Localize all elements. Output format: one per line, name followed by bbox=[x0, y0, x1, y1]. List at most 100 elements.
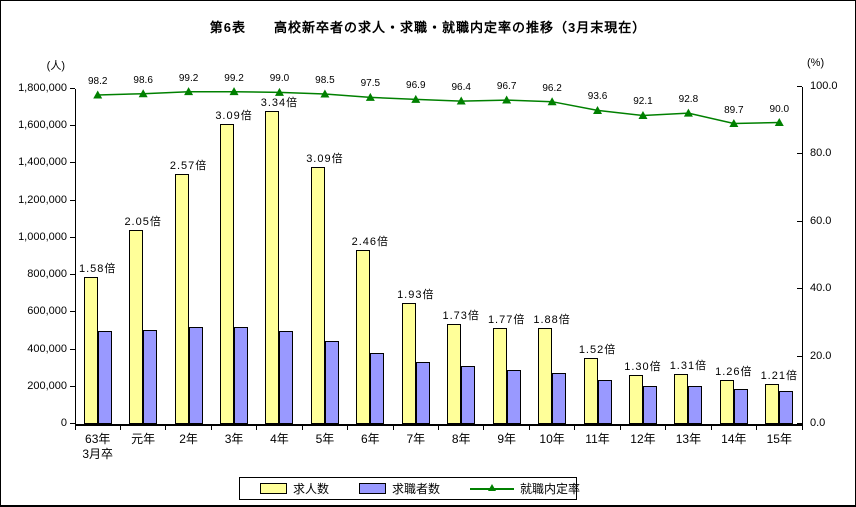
ratio-label: 1.93倍 bbox=[397, 289, 435, 301]
rate-line-sample bbox=[470, 483, 515, 495]
right-axis-tick-label: 40.0 bbox=[810, 282, 832, 295]
ratio-label: 1.30倍 bbox=[624, 361, 662, 373]
right-axis-line bbox=[802, 87, 803, 424]
bar-offers bbox=[401, 303, 416, 424]
bar-offers bbox=[265, 111, 280, 424]
x-axis-tick bbox=[74, 426, 76, 430]
x-axis-label: 7年 bbox=[406, 432, 426, 446]
x-axis-tick bbox=[392, 426, 394, 430]
ratio-label: 1.52倍 bbox=[578, 344, 617, 356]
bar-seekers bbox=[324, 341, 339, 424]
x-axis-tick bbox=[210, 426, 212, 430]
rate-marker bbox=[729, 119, 739, 128]
ratio-label: 1.31倍 bbox=[669, 360, 708, 372]
x-axis-tick bbox=[756, 426, 758, 430]
triangle-marker-icon bbox=[488, 483, 497, 491]
rate-point-label: 97.5 bbox=[360, 78, 381, 90]
x-axis-tick bbox=[801, 426, 803, 430]
left-axis-tick bbox=[70, 162, 75, 164]
bar-offers bbox=[310, 167, 325, 424]
bar-offers bbox=[356, 250, 371, 424]
right-axis-unit: (%) bbox=[807, 57, 825, 69]
bar-seekers bbox=[279, 331, 294, 424]
x-axis-tick bbox=[574, 426, 576, 430]
bar-seekers bbox=[234, 327, 249, 424]
left-axis-tick-label: 800,000 bbox=[27, 268, 67, 281]
rate-point-label: 96.9 bbox=[406, 80, 426, 92]
rate-point-label: 98.5 bbox=[315, 75, 335, 87]
rate-point-label: 92.1 bbox=[633, 96, 653, 108]
ratio-label: 2.05倍 bbox=[124, 216, 162, 228]
left-axis-tick-label: 200,000 bbox=[27, 379, 67, 392]
left-axis-tick bbox=[70, 274, 75, 276]
ratio-label: 1.26倍 bbox=[715, 366, 753, 378]
x-axis-tick bbox=[256, 426, 258, 430]
bar-seekers bbox=[733, 389, 748, 424]
bar-offers bbox=[765, 384, 780, 424]
bar-offers bbox=[583, 358, 598, 424]
x-axis-label: 15年 bbox=[766, 432, 792, 446]
rate-marker bbox=[683, 108, 693, 117]
x-axis-tick bbox=[165, 426, 167, 430]
right-axis-tick bbox=[797, 153, 802, 155]
left-axis-tick bbox=[70, 199, 75, 201]
ratio-label: 3.34倍 bbox=[260, 97, 299, 109]
rate-point-label: 96.4 bbox=[451, 82, 471, 94]
bar-offers bbox=[628, 375, 643, 424]
x-axis-tick bbox=[483, 426, 485, 430]
x-axis-tick bbox=[438, 426, 439, 430]
left-axis-tick bbox=[70, 348, 75, 350]
legend-label-seekers: 求職者数 bbox=[392, 482, 441, 496]
left-axis-tick-label: 0 bbox=[60, 417, 67, 429]
left-axis-tick-label: 1,800,000 bbox=[18, 82, 67, 94]
seekers-swatch bbox=[359, 483, 387, 494]
legend-label-offers: 求人数 bbox=[293, 482, 330, 496]
left-axis-tick-label: 600,000 bbox=[27, 305, 67, 318]
chart-title: 第6表 高校新卒者の求人・求職・就職内定率の推移（3月末現在） bbox=[209, 20, 647, 35]
ratio-label: 2.46倍 bbox=[351, 236, 390, 248]
rate-point-label: 96.2 bbox=[542, 82, 562, 94]
bar-offers bbox=[719, 380, 734, 424]
ratio-label: 3.09倍 bbox=[306, 153, 344, 165]
x-axis-label: 5年 bbox=[315, 432, 335, 446]
ratio-label: 1.88倍 bbox=[533, 314, 571, 326]
legend-item-seekers: 求職者数 bbox=[359, 480, 440, 497]
legend-item-offers: 求人数 bbox=[260, 480, 329, 497]
bar-offers bbox=[674, 374, 689, 424]
ratio-label: 1.77倍 bbox=[487, 314, 526, 326]
rate-marker bbox=[365, 92, 375, 101]
rate-marker bbox=[456, 96, 466, 105]
bar-seekers bbox=[779, 391, 794, 424]
x-axis-label: 2年 bbox=[179, 432, 198, 446]
left-axis-unit: (人) bbox=[46, 60, 65, 72]
rate-marker bbox=[93, 90, 103, 99]
right-axis-tick bbox=[797, 86, 802, 87]
left-axis-tick bbox=[70, 125, 75, 127]
rate-marker bbox=[320, 89, 330, 98]
right-axis-tick-label: 80.0 bbox=[810, 147, 832, 160]
x-axis-tick bbox=[665, 426, 667, 430]
x-axis-label: 3年 bbox=[224, 432, 244, 446]
bar-offers bbox=[492, 328, 507, 424]
x-axis-label: 11年 bbox=[585, 432, 610, 446]
rate-marker bbox=[411, 94, 421, 103]
left-axis-tick bbox=[70, 88, 75, 89]
x-axis-tick bbox=[619, 426, 621, 430]
bar-seekers bbox=[370, 353, 385, 424]
offers-swatch bbox=[260, 483, 287, 494]
rate-point-label: 98.6 bbox=[133, 74, 153, 86]
x-axis-label: 14年 bbox=[721, 432, 747, 446]
bar-offers bbox=[83, 277, 98, 424]
bar-seekers bbox=[552, 373, 567, 424]
bar-seekers bbox=[415, 362, 430, 424]
right-axis-tick bbox=[797, 423, 802, 424]
left-axis-tick-label: 1,000,000 bbox=[18, 230, 67, 243]
right-axis-tick bbox=[797, 220, 802, 222]
legend: 求人数 求職者数 就職内定率 bbox=[239, 477, 580, 500]
ratio-label: 1.58倍 bbox=[79, 263, 117, 275]
x-axis-label: 元年 bbox=[131, 432, 156, 446]
x-axis-line bbox=[75, 424, 803, 426]
bar-offers bbox=[538, 328, 553, 424]
rate-point-label: 99.2 bbox=[178, 72, 199, 84]
